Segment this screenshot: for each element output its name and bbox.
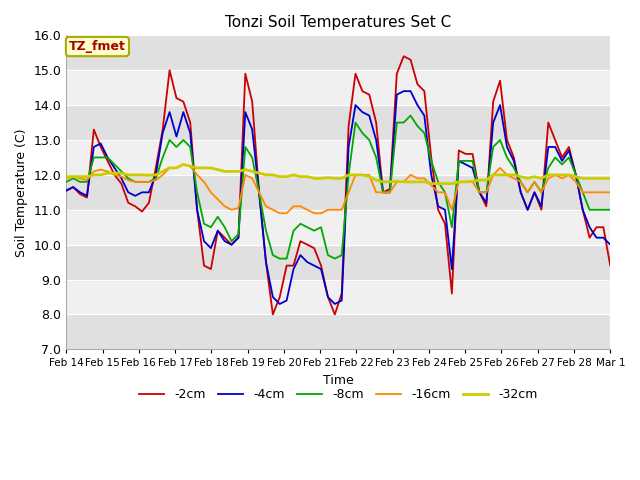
Bar — [67, 279, 611, 314]
Bar — [67, 105, 611, 140]
Y-axis label: Soil Temperature (C): Soil Temperature (C) — [15, 128, 28, 257]
Bar — [67, 175, 611, 210]
Bar — [67, 140, 611, 175]
Text: TZ_fmet: TZ_fmet — [69, 40, 126, 53]
Legend: -2cm, -4cm, -8cm, -16cm, -32cm: -2cm, -4cm, -8cm, -16cm, -32cm — [134, 383, 543, 406]
Bar — [67, 70, 611, 105]
Title: Tonzi Soil Temperatures Set C: Tonzi Soil Temperatures Set C — [225, 15, 451, 30]
Bar — [67, 36, 611, 70]
Bar — [67, 245, 611, 279]
Bar — [67, 314, 611, 349]
X-axis label: Time: Time — [323, 374, 354, 387]
Bar — [67, 210, 611, 245]
